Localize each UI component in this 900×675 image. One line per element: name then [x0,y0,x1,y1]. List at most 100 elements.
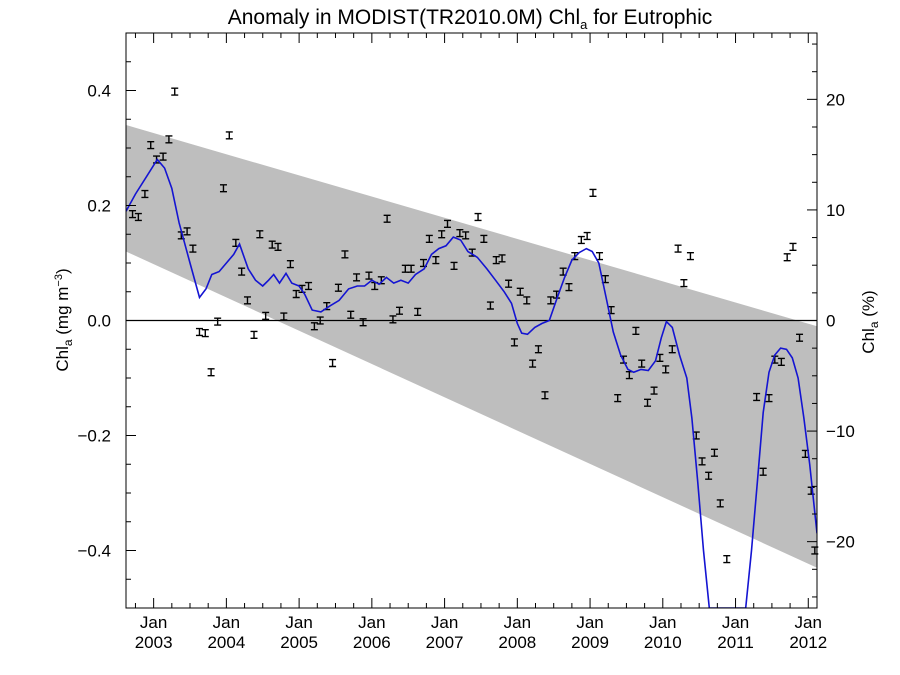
x-tick-label: 2009 [571,633,609,652]
x-tick-label: Jan [576,613,603,632]
x-tick-label: Jan [722,613,749,632]
x-tick-label: Jan [213,613,240,632]
left-y-axis-label: Chla (mg m−3) [53,268,75,371]
data-point [129,209,137,219]
data-point [134,212,142,222]
data-point [710,448,718,457]
data-point [510,338,518,347]
data-point [147,140,155,150]
data-point [796,333,804,342]
data-point [365,271,373,280]
data-point [280,312,288,321]
data-point [498,254,506,263]
data-point [668,345,676,354]
data-point [353,273,361,282]
x-tick-label: 2008 [498,633,536,652]
data-point [686,251,694,261]
data-point [705,471,713,480]
x-tick-label: 2005 [280,633,318,652]
data-point [195,327,203,337]
data-point [541,391,549,400]
x-tick-label: Jan [431,613,458,632]
data-point [274,242,282,252]
data-point [310,322,318,331]
x-tick-label: 2011 [717,633,754,652]
data-point [219,184,227,193]
data-point [225,131,233,140]
data-point [698,457,706,466]
y-tick-label: −0.2 [77,427,111,446]
data-point [443,219,451,229]
data-point [438,230,446,239]
data-point [359,318,367,327]
data-point [243,296,251,305]
data-point [674,244,682,253]
data-point [407,264,415,273]
trend-band [126,125,817,568]
data-point [462,231,470,240]
right-tick-label: −20 [826,533,855,552]
data-point [347,310,355,319]
x-tick-label: 2010 [644,633,682,652]
data-point [201,329,209,338]
x-tick-label: 2012 [789,633,827,652]
data-point [238,267,246,276]
data-point [389,315,397,324]
x-tick-label: 2007 [426,633,464,652]
data-point [783,253,791,262]
x-tick-label: 2003 [135,633,173,652]
data-point [262,311,270,321]
data-point [716,499,724,508]
y-tick-label: 0.0 [87,312,111,331]
data-point [159,152,167,161]
data-points [129,87,819,564]
data-point [505,279,513,288]
data-point [183,227,191,236]
right-tick-label: −10 [826,422,855,441]
data-point [316,316,324,325]
data-point [334,283,342,292]
data-point [432,255,440,265]
smoothed-line [126,158,817,608]
chart-title: Anomaly in MODIST(TR2010.0M) Chla for Eu… [228,6,713,32]
data-point [486,301,494,310]
data-point [789,242,797,252]
right-tick-label: 0 [826,312,835,331]
data-point [214,317,222,326]
data-point [534,345,542,354]
data-point [395,306,403,315]
y-tick-label: 0.4 [87,82,111,101]
data-point [292,289,300,299]
data-point [577,235,585,245]
right-y-axis: 20 10 0 −10 −20 [807,43,855,598]
x-tick-label: 2006 [353,633,391,652]
data-point [765,393,773,403]
data-point [250,330,258,340]
data-point [632,326,640,335]
data-point [589,188,597,197]
data-point [414,307,422,317]
x-tick-label: Jan [358,613,385,632]
data-point [662,365,670,374]
data-point [650,386,658,395]
data-point [256,230,264,239]
x-tick-label: Jan [140,613,167,632]
y-tick-label: −0.4 [77,542,111,561]
data-point [529,359,537,368]
x-tick-label: Jan [795,613,822,632]
data-point [547,296,555,305]
data-point [189,244,197,253]
data-point [207,368,215,377]
left-y-axis: 0.4 0.2 0.0 −0.2 −0.4 [77,32,136,609]
data-point [723,554,731,564]
data-point [777,357,785,367]
data-point [644,398,652,407]
data-point [638,359,646,368]
data-point [383,214,391,223]
right-y-axis-label: Chla (%) [859,290,881,353]
right-tick-label: 20 [826,90,845,109]
data-point [614,393,622,403]
data-point [450,261,458,271]
data-point [171,87,179,96]
